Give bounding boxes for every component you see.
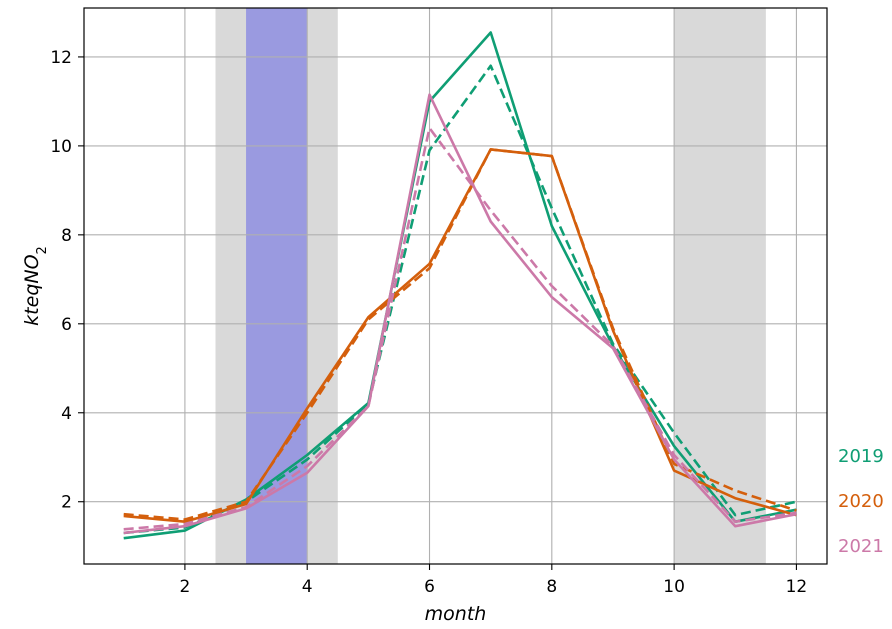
legend-item-2019: 2019: [838, 446, 884, 467]
series-line-2020-dashed: [123, 148, 797, 521]
y-axis-ticks: 2 4 6 8 10 12: [50, 48, 84, 513]
legend-item-2020: 2020: [838, 491, 884, 512]
x-axis-label: month: [425, 603, 487, 625]
y-tick-label: 2: [61, 493, 72, 513]
shaded-bands: [215, 8, 766, 564]
plot-frame: [83, 7, 828, 565]
x-tick-label: 4: [302, 577, 313, 597]
x-tick-label: 8: [546, 577, 557, 597]
y-tick-label: 10: [50, 137, 72, 157]
y-tick-label: 4: [61, 404, 72, 424]
y-tick-label: 6: [61, 315, 72, 335]
series-lines: [123, 31, 797, 540]
y-axis-label-subscript: 2: [35, 246, 50, 254]
x-tick-label: 10: [663, 577, 685, 597]
legend: 2019 2020 2021: [838, 446, 884, 557]
x-axis-ticks: 2 4 6 8 10 12: [179, 564, 807, 597]
shaded-band-1: [674, 8, 766, 564]
shaded-band-2: [246, 8, 308, 564]
series-line-2021-dashed: [123, 126, 797, 531]
y-tick-label: 8: [61, 226, 72, 246]
legend-item-2021: 2021: [838, 536, 884, 557]
series-line-2020-solid: [123, 148, 797, 524]
x-tick-label: 6: [424, 577, 435, 597]
series-line-2021-solid: [123, 93, 797, 535]
x-tick-label: 12: [786, 577, 808, 597]
y-axis-label-main: kteqNO: [21, 254, 43, 325]
y-axis-label: kteqNO2: [21, 246, 50, 326]
x-tick-label: 2: [179, 577, 190, 597]
y-tick-label: 12: [50, 48, 72, 68]
